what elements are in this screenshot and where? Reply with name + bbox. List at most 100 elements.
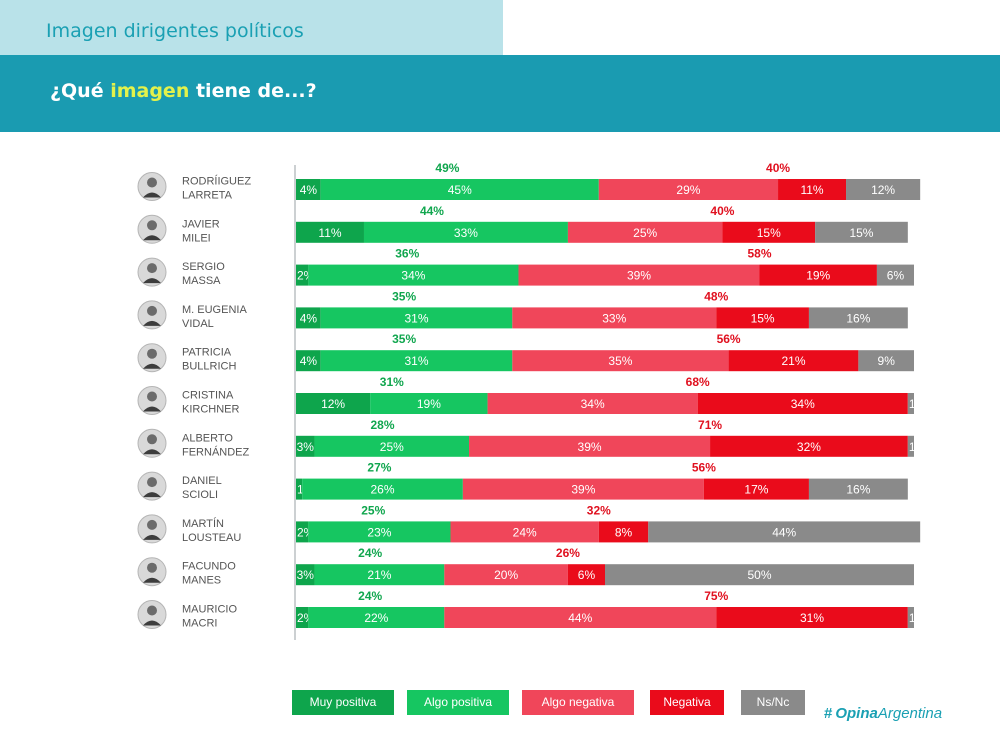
total-positiva-label: 35% [392, 332, 416, 346]
bar-segment [808, 307, 908, 329]
bar-segment [815, 221, 908, 243]
data-label: 3% [297, 568, 315, 582]
category-label: KIRCHNER [182, 404, 240, 416]
data-label: 45% [448, 183, 472, 197]
avatar-head-icon [147, 348, 157, 359]
category-label: LOUSTEAU [182, 532, 241, 544]
bar-segment [697, 393, 908, 414]
data-label: 15% [757, 226, 781, 240]
avatar-body-icon [143, 449, 161, 455]
data-label: 6% [887, 269, 905, 283]
legend-muy-positiva: Muy positiva [292, 690, 394, 715]
bar-segment [296, 307, 321, 329]
total-negativa-label: 32% [587, 503, 611, 517]
total-positiva-label: 27% [367, 461, 391, 475]
bar-segment [722, 221, 816, 243]
bar-segment [320, 179, 599, 200]
bar-segment [518, 264, 760, 286]
data-label: 15% [849, 226, 873, 240]
bar-segment [778, 179, 847, 200]
data-label: 12% [871, 183, 895, 197]
legend-algo-positiva: Algo positiva [407, 690, 509, 715]
legend-ns-nc: Ns/Nc [741, 690, 805, 715]
total-positiva-label: 25% [361, 503, 385, 517]
hash-icon: # [824, 705, 833, 722]
data-label: 3% [297, 440, 315, 454]
avatar-head-icon [147, 477, 157, 488]
data-label: 24% [513, 525, 537, 539]
bar-segment [320, 350, 513, 372]
total-positiva-label: 24% [358, 589, 382, 603]
bar-segment [314, 564, 445, 586]
data-label: 12% [321, 397, 345, 411]
bar-segment [728, 350, 859, 372]
avatar-head-icon [147, 220, 157, 231]
total-negativa-label: 58% [747, 247, 771, 261]
data-label: 22% [364, 611, 388, 625]
category-label: VIDAL [182, 318, 214, 330]
data-label: 4% [300, 354, 318, 368]
data-label: 44% [568, 611, 592, 625]
avatar-head-icon [147, 263, 157, 274]
total-negativa-label: 26% [556, 546, 580, 560]
total-negativa-label: 71% [698, 418, 722, 432]
section-tab: Imagen dirigentes políticos [0, 0, 503, 55]
category-label: PATRICIA [182, 347, 232, 359]
opina-argentina-logo: # OpinaArgentina [824, 705, 942, 722]
bar-segment [462, 478, 704, 500]
data-label: 39% [571, 483, 595, 497]
bar-segment [444, 564, 568, 586]
category-label: SERGIO [182, 261, 225, 273]
data-label: 4% [300, 183, 318, 197]
data-label: 29% [676, 183, 700, 197]
avatar-head-icon [147, 177, 157, 188]
question-prefix: ¿Qué [50, 80, 111, 102]
data-label: 4% [300, 311, 318, 325]
bar-segment [320, 307, 513, 329]
question-suffix: tiene de...? [189, 80, 317, 102]
total-negativa-label: 56% [717, 332, 741, 346]
data-label: 33% [602, 311, 626, 325]
data-label: 15% [751, 311, 775, 325]
data-label: 1% [909, 440, 927, 454]
bar-segment [296, 564, 315, 586]
bar-segment [296, 393, 371, 414]
bar-segment [296, 221, 364, 243]
avatar-body-icon [143, 192, 161, 198]
bar-segment [716, 307, 809, 329]
bar-segment [308, 521, 451, 543]
total-positiva-label: 44% [420, 204, 444, 218]
bar-segment [703, 478, 809, 500]
bar-segment [567, 564, 605, 586]
logo-bold: Opina [835, 705, 878, 722]
data-label: 16% [846, 311, 870, 325]
category-label: MACRI [182, 618, 217, 630]
data-label: 25% [380, 440, 404, 454]
data-label: 44% [772, 525, 796, 539]
bar-segment [907, 393, 914, 414]
data-label: 31% [404, 311, 428, 325]
data-label: 31% [404, 354, 428, 368]
category-label: MASSA [182, 275, 221, 287]
category-label: BULLRICH [182, 361, 236, 373]
data-label: 11% [318, 226, 341, 240]
bar-segment [487, 393, 698, 414]
total-negativa-label: 68% [686, 375, 710, 389]
data-label: 34% [581, 397, 605, 411]
total-negativa-label: 40% [766, 161, 790, 175]
avatar-head-icon [147, 391, 157, 402]
data-label: 19% [806, 269, 830, 283]
category-label: DANIEL [182, 475, 222, 487]
total-positiva-label: 49% [435, 161, 459, 175]
data-label: 23% [367, 525, 391, 539]
bar-segment [444, 607, 717, 628]
data-label: 21% [781, 354, 805, 368]
bar-segment [598, 521, 649, 543]
data-label: 20% [494, 568, 518, 582]
category-label: CRISTINA [182, 390, 234, 402]
avatar-body-icon [143, 320, 161, 326]
data-label: 31% [800, 611, 824, 625]
data-label: 50% [747, 568, 771, 582]
total-negativa-label: 48% [704, 289, 728, 303]
bar-segment [296, 435, 315, 457]
